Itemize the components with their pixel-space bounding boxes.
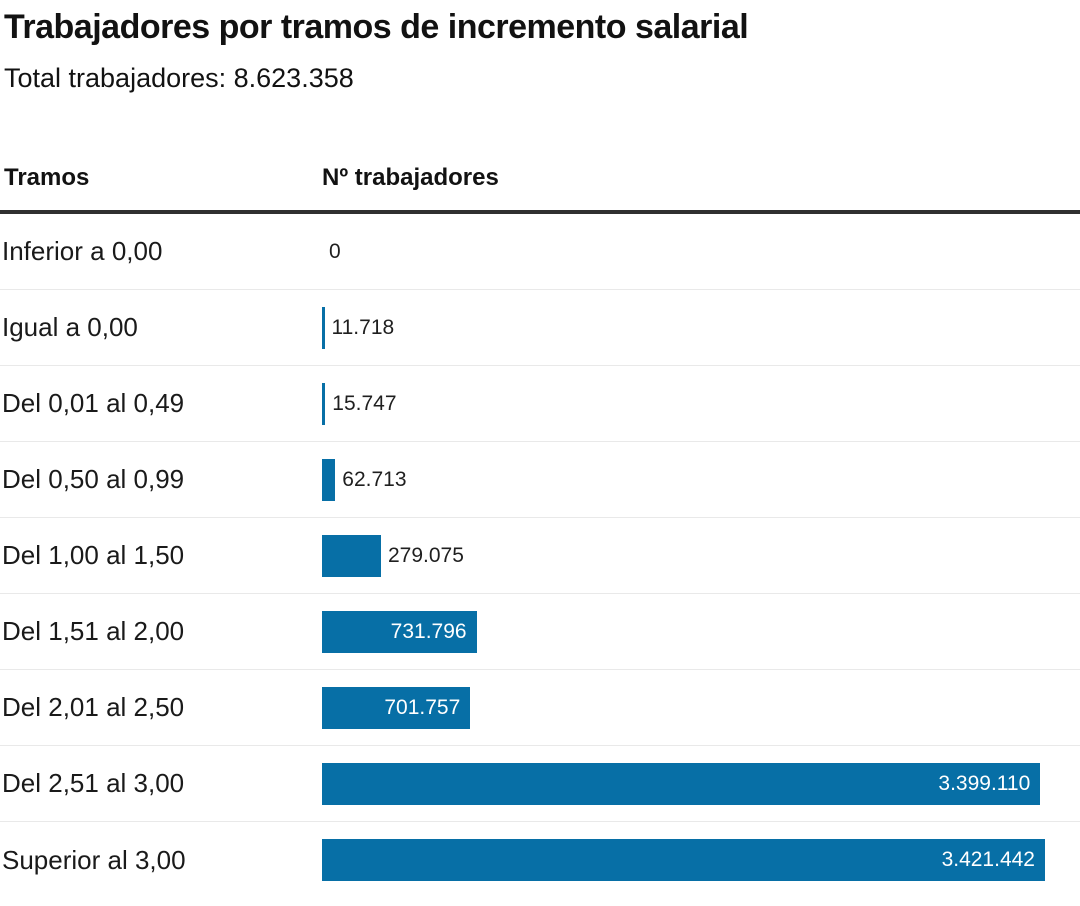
tramo-label: Del 0,50 al 0,99 bbox=[2, 464, 185, 495]
table-row: Del 0,01 al 0,49 15.747 bbox=[0, 366, 1080, 443]
table-row: Del 2,01 al 2,50 701.757 bbox=[0, 670, 1080, 747]
value-label: 3.399.110 bbox=[938, 771, 1031, 795]
table-row: Del 1,00 al 1,50 279.075 bbox=[0, 518, 1080, 595]
column-header-tramos: Tramos bbox=[4, 164, 90, 192]
table-row: Del 0,50 al 0,99 62.713 bbox=[0, 442, 1080, 519]
bar-area: 701.757 bbox=[322, 670, 1080, 745]
bar-area: 15.747 bbox=[322, 366, 1080, 441]
table-row: Del 1,51 al 2,00 731.796 bbox=[0, 594, 1080, 671]
tramo-label: Del 1,00 al 1,50 bbox=[2, 540, 185, 571]
value-bar: 3.421.442 bbox=[322, 839, 1045, 882]
table-row: Del 2,51 al 3,00 3.399.110 bbox=[0, 746, 1080, 823]
column-header-n-trabajadores: Nº trabajadores bbox=[322, 164, 499, 192]
table-row: Inferior a 0,00 0 bbox=[0, 214, 1080, 291]
table-row: Superior al 3,00 3.421.442 bbox=[0, 822, 1080, 898]
value-label: 62.713 bbox=[342, 467, 407, 491]
table-row: Igual a 0,00 11.718 bbox=[0, 290, 1080, 367]
value-label: 701.757 bbox=[384, 695, 461, 719]
tramo-label: Del 2,51 al 3,00 bbox=[2, 768, 185, 799]
tramo-label: Del 0,01 al 0,49 bbox=[2, 388, 185, 419]
value-label: 3.421.442 bbox=[941, 848, 1035, 872]
bar-area: 0 bbox=[322, 214, 1080, 289]
value-label: 11.718 bbox=[331, 315, 395, 339]
tramo-label: Inferior a 0,00 bbox=[2, 236, 163, 267]
bar-area: 62.713 bbox=[322, 442, 1080, 517]
tramo-label: Del 1,51 al 2,00 bbox=[2, 616, 185, 647]
tramo-label: Superior al 3,00 bbox=[2, 844, 186, 875]
bar-chart: Inferior a 0,00 0 Igual a 0,00 11.718 Del 0,… bbox=[0, 214, 1080, 898]
table-header-row: Tramos Nº trabajadores bbox=[0, 164, 1080, 192]
value-bar bbox=[322, 534, 381, 577]
chart-subtitle-total: Total trabajadores: 8.623.358 bbox=[4, 63, 354, 94]
value-label: 0 bbox=[329, 239, 341, 263]
bar-area: 279.075 bbox=[322, 518, 1080, 593]
page-title: Trabajadores por tramos de incremento sa… bbox=[4, 8, 749, 46]
value-bar: 731.796 bbox=[322, 610, 477, 653]
value-bar bbox=[322, 458, 336, 501]
value-label: 279.075 bbox=[388, 543, 464, 567]
value-bar bbox=[322, 382, 326, 425]
bar-area: 3.399.110 bbox=[322, 746, 1080, 821]
tramo-label: Igual a 0,00 bbox=[2, 312, 138, 343]
header-divider bbox=[0, 210, 1080, 215]
value-label: 15.747 bbox=[332, 391, 397, 415]
value-bar: 701.757 bbox=[322, 686, 471, 729]
value-label: 731.796 bbox=[390, 619, 467, 643]
bar-area: 731.796 bbox=[322, 594, 1080, 669]
tramo-label: Del 2,01 al 2,50 bbox=[2, 692, 185, 723]
bar-area: 11.718 bbox=[322, 290, 1080, 365]
bar-area: 3.421.442 bbox=[322, 822, 1080, 898]
value-bar: 3.399.110 bbox=[322, 762, 1041, 805]
value-bar bbox=[322, 306, 325, 349]
